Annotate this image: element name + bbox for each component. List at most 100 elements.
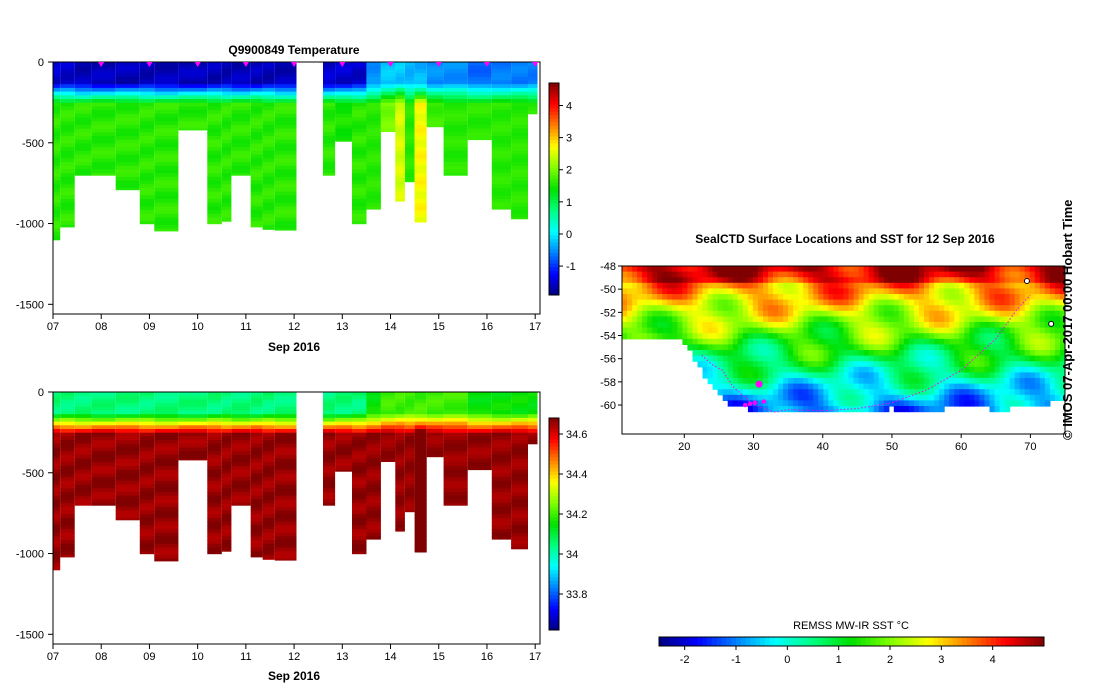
- profile-cell: [262, 451, 275, 456]
- profile-cell: [207, 180, 222, 185]
- profile-cell: [231, 73, 251, 78]
- sst-cell: [994, 406, 1001, 413]
- profile-cell: [491, 154, 512, 159]
- sst-cell: [843, 338, 850, 345]
- profile-cell: [511, 136, 528, 141]
- sst-cell: [974, 366, 980, 373]
- profile-cell: [414, 84, 427, 89]
- sst-cell: [994, 316, 1001, 323]
- sst-cell: [1034, 383, 1041, 390]
- profile-cell: [443, 128, 468, 133]
- sst-cell: [999, 288, 1006, 295]
- sst-cell: [778, 327, 784, 334]
- profile-cell: [250, 95, 263, 100]
- sst-cell: [752, 327, 759, 334]
- profile-cell: [231, 477, 251, 482]
- profile-cell: [91, 451, 116, 456]
- profile-cell: [60, 484, 75, 489]
- sst-cell: [994, 322, 1001, 329]
- sst-cell: [798, 383, 804, 390]
- profile-cell: [352, 99, 367, 104]
- sst-cell: [622, 316, 628, 323]
- profile-cell: [366, 143, 381, 148]
- profile-cell: [60, 525, 75, 530]
- profile-cell: [53, 566, 61, 571]
- sst-cell: [848, 344, 855, 351]
- profile-cell: [262, 102, 275, 107]
- profile-cell: [53, 99, 61, 104]
- sst-cell: [888, 361, 895, 368]
- sst-cell: [1019, 316, 1026, 323]
- sst-cell: [954, 327, 960, 334]
- profile-cell: [380, 113, 396, 119]
- sst-colorbar-segment: [947, 637, 954, 646]
- sst-cell: [803, 266, 809, 273]
- sst-cell: [949, 322, 955, 329]
- sst-cell: [783, 288, 789, 295]
- sst-cell: [1024, 344, 1031, 351]
- sst-cell: [808, 361, 814, 368]
- sst-cell: [939, 282, 945, 289]
- profile-cell: [60, 454, 75, 460]
- profile-cell: [335, 436, 352, 441]
- sst-cell: [1049, 366, 1056, 373]
- profile-cell: [53, 521, 61, 526]
- sst-cell: [974, 372, 980, 379]
- sst-cell: [944, 361, 950, 368]
- x-tick-label: 09: [143, 321, 155, 333]
- sst-cell: [1019, 322, 1026, 329]
- profile-cell: [405, 173, 415, 178]
- sst-cell: [1049, 389, 1056, 396]
- sst-cell: [838, 361, 845, 368]
- sst-cell: [974, 333, 980, 340]
- profile-cell: [426, 440, 444, 445]
- sst-cell: [627, 277, 633, 284]
- profile-cell: [323, 440, 336, 445]
- profile-cell: [414, 421, 427, 426]
- sst-cell: [974, 361, 980, 368]
- sst-cell: [828, 394, 834, 401]
- y-tick-label: -1000: [16, 219, 44, 231]
- profile-cell: [262, 395, 275, 400]
- profile-cell: [231, 395, 251, 400]
- sst-cell: [707, 299, 714, 306]
- profile-cell: [91, 91, 116, 96]
- sst-cell: [1039, 372, 1046, 379]
- sst-cell: [919, 372, 925, 379]
- profile-cell: [207, 121, 222, 126]
- sst-cell: [732, 288, 739, 295]
- sst-cell: [747, 294, 754, 301]
- profile-cell: [221, 206, 232, 211]
- profile-cell: [231, 173, 251, 176]
- profile-cell: [154, 117, 179, 122]
- profile-cell: [53, 506, 61, 512]
- sst-cell: [848, 266, 855, 273]
- profile-cell: [443, 466, 468, 471]
- sst-colorbar-segment: [774, 637, 780, 646]
- profile-cell: [250, 210, 263, 215]
- profile-cell: [154, 180, 179, 185]
- sst-colorbar-tick-label: 4: [990, 654, 996, 666]
- profile-cell: [352, 117, 367, 122]
- profile-cell: [491, 414, 512, 419]
- profile-cell: [250, 414, 263, 419]
- sst-cell: [883, 372, 890, 379]
- sst-cell: [788, 327, 794, 334]
- profile-cell: [91, 69, 116, 74]
- profile-cell: [511, 492, 528, 497]
- profile-cell: [335, 69, 352, 74]
- profile-cell: [231, 440, 251, 445]
- x-tick-label: 07: [47, 651, 59, 663]
- profile-cell: [352, 473, 367, 478]
- profile-cell: [60, 221, 75, 226]
- sst-cell: [868, 277, 875, 284]
- sst-cell: [793, 361, 799, 368]
- sst-cell: [954, 400, 960, 407]
- sst-cell: [949, 372, 955, 379]
- sst-cell: [818, 394, 824, 401]
- profile-cell: [414, 425, 427, 430]
- profile-cell: [352, 406, 367, 412]
- sst-cell: [838, 294, 845, 301]
- sst-cell: [1014, 288, 1021, 295]
- profile-cell: [366, 187, 381, 193]
